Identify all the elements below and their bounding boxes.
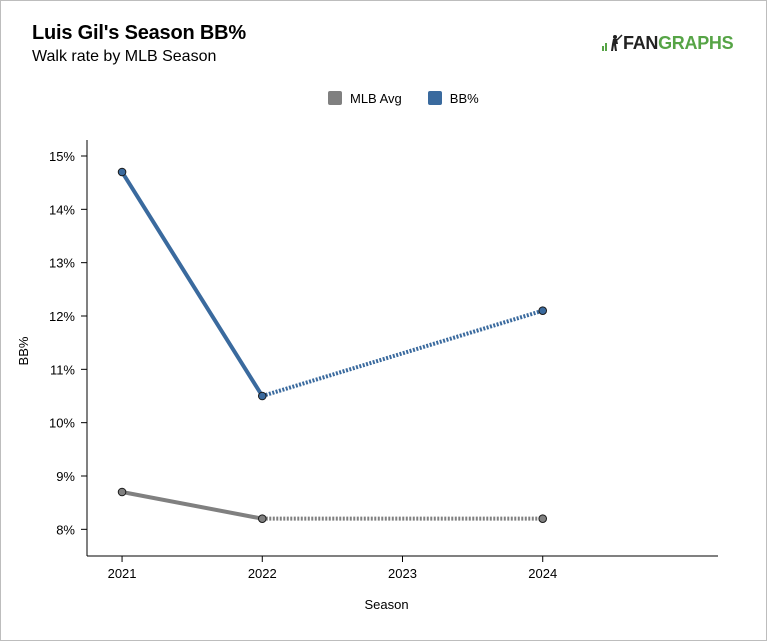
y-tick-label: 11% <box>50 362 75 377</box>
data-point-bb <box>257 391 267 401</box>
data-point-bb <box>117 167 127 177</box>
series-line-bb <box>120 170 265 398</box>
y-tick-label: 14% <box>49 202 75 217</box>
batter-silhouette-icon <box>602 34 623 51</box>
data-point-mlb-avg <box>538 514 548 523</box>
y-tick-label: 8% <box>56 522 75 537</box>
series-line-mlb-avg <box>120 490 265 521</box>
x-axis-label: Season <box>364 597 408 612</box>
fangraphs-logo: FAN GRAPHS <box>601 33 734 53</box>
legend-swatch-bb-pct <box>427 91 442 105</box>
x-tick-label: 2022 <box>248 566 277 581</box>
logo-text-fan: FAN <box>623 33 659 53</box>
data-point-mlb-avg <box>257 514 267 523</box>
x-tick-label: 2023 <box>388 566 417 581</box>
y-tick-label: 9% <box>56 469 75 484</box>
legend-item-mlb-avg[interactable]: MLB Avg <box>328 91 402 106</box>
y-tick-label: 12% <box>49 309 75 324</box>
legend-label-bb-pct: BB% <box>449 90 479 106</box>
y-tick-label: 10% <box>49 416 75 431</box>
data-point-mlb-avg <box>117 487 127 497</box>
chart-subtitle: Walk rate by MLB Season <box>32 48 217 65</box>
series-line-bb <box>261 308 544 398</box>
logo-text-graphs: GRAPHS <box>658 33 734 53</box>
x-tick-label: 2021 <box>108 566 137 581</box>
data-point-bb <box>538 306 548 315</box>
chart-title: Luis Gil's Season BB% <box>32 22 246 44</box>
legend-label-mlb-avg: MLB Avg <box>350 90 402 106</box>
legend-item-bb-pct[interactable]: BB% <box>427 90 479 106</box>
y-axis-label: BB% <box>16 336 31 365</box>
y-tick-label: 13% <box>49 256 75 271</box>
y-tick-label: 15% <box>49 149 75 164</box>
legend-swatch-mlb-avg <box>328 91 342 105</box>
x-tick-label: 2024 <box>528 566 557 581</box>
chart-legend: MLB Avg BB% <box>328 90 505 106</box>
